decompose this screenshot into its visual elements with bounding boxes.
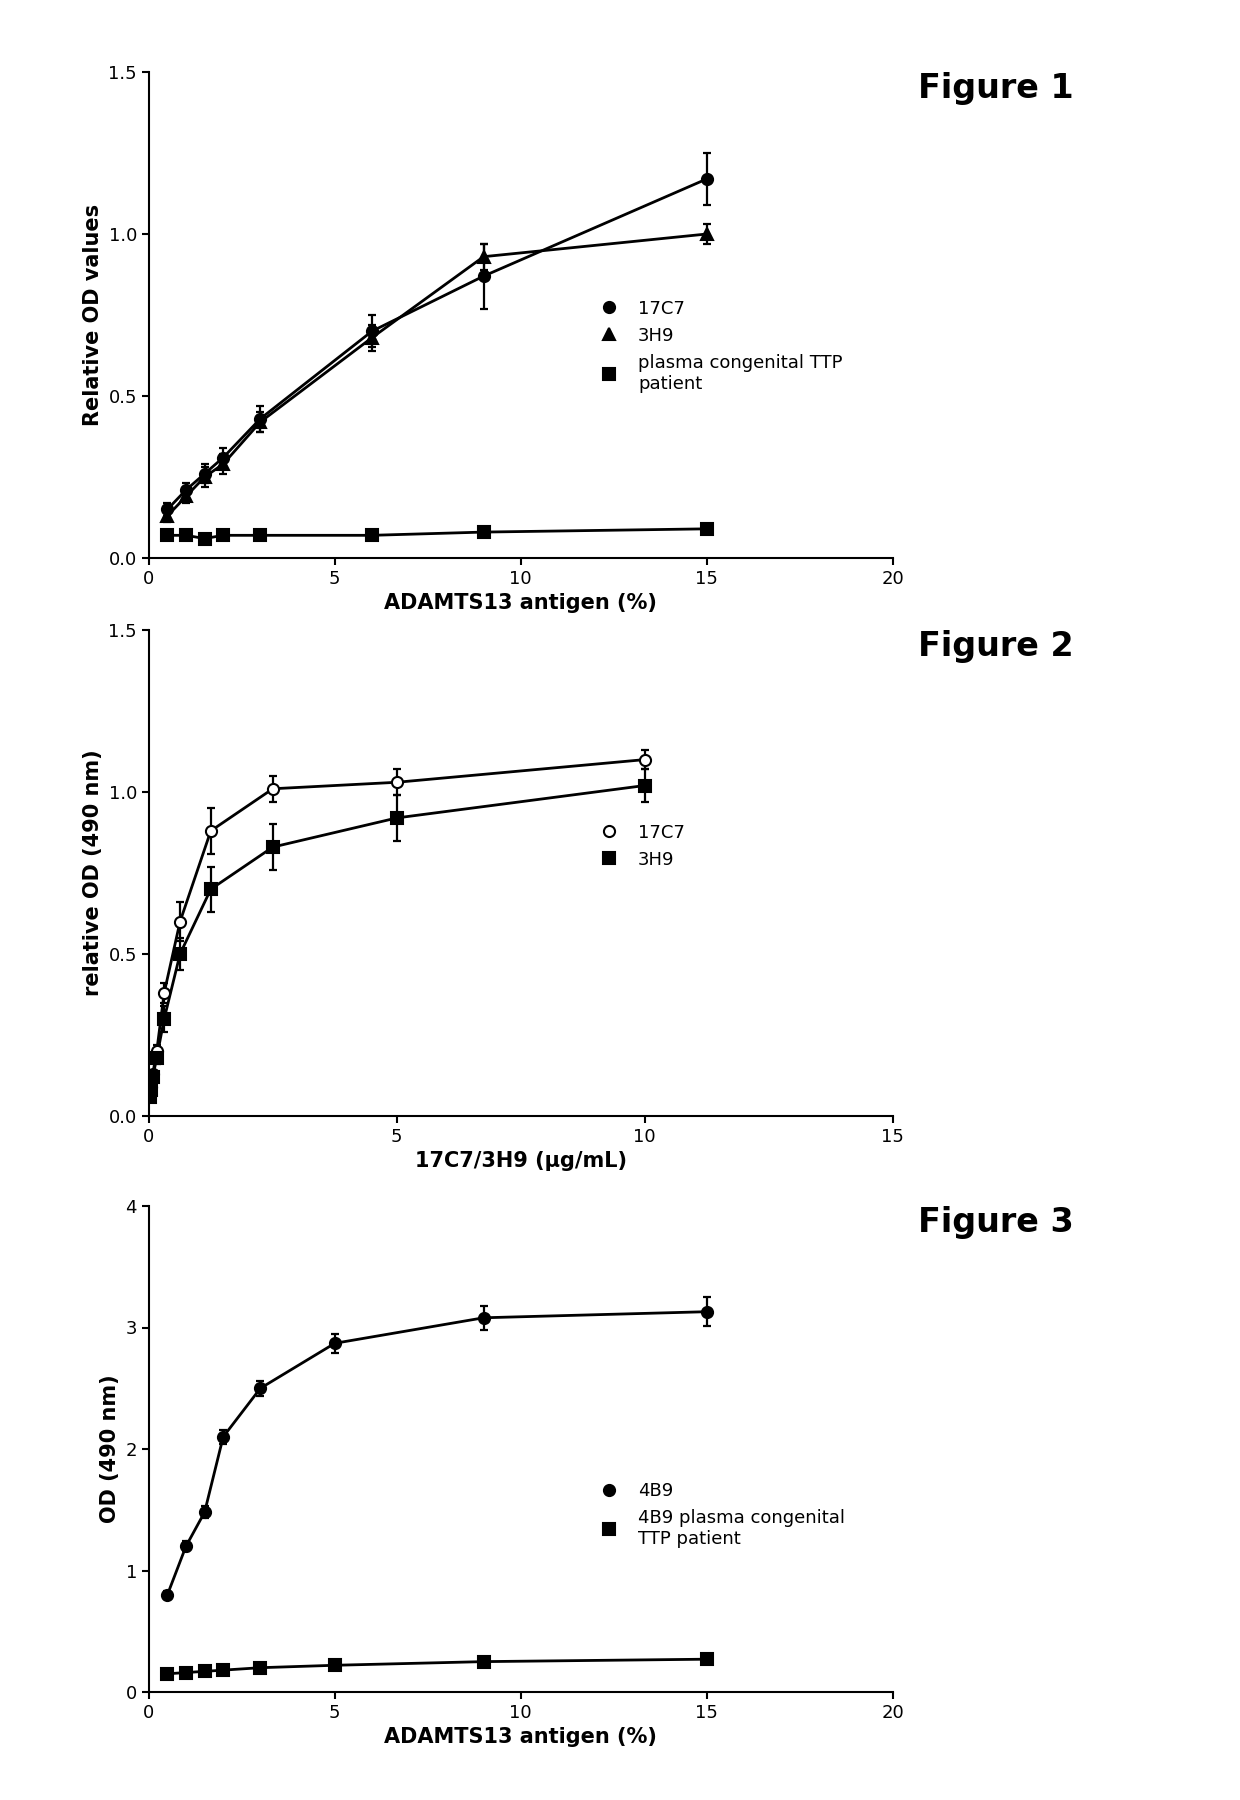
- Line: 17C7: 17C7: [144, 754, 650, 1098]
- 4B9 plasma congenital
TTP patient: [160, 1663, 175, 1685]
- 3H9: [145, 1066, 160, 1087]
- 4B9 plasma congenital
TTP patient: [197, 1661, 212, 1683]
- Y-axis label: OD (490 nm): OD (490 nm): [100, 1375, 120, 1523]
- 3H9: [365, 328, 379, 349]
- 4B9 plasma congenital
TTP patient: [179, 1661, 193, 1683]
- 17C7: [265, 778, 280, 799]
- 4B9: [327, 1332, 342, 1354]
- Text: Figure 1: Figure 1: [918, 72, 1074, 104]
- 4B9 plasma congenital
TTP patient: [699, 1649, 714, 1670]
- 4B9: [179, 1535, 193, 1557]
- 4B9: [253, 1377, 268, 1399]
- Y-axis label: relative OD (490 nm): relative OD (490 nm): [83, 749, 103, 997]
- 3H9: [143, 1085, 157, 1107]
- 4B9: [699, 1301, 714, 1323]
- 17C7: [637, 749, 652, 770]
- 17C7: [172, 911, 187, 932]
- 4B9 plasma congenital
TTP patient: [253, 1656, 268, 1678]
- 17C7: [365, 320, 379, 342]
- 17C7: [699, 167, 714, 189]
- 17C7: [149, 1040, 164, 1062]
- Text: Figure 3: Figure 3: [918, 1206, 1074, 1238]
- 3H9: [197, 466, 212, 488]
- Line: 17C7: 17C7: [162, 173, 712, 515]
- 17C7: [160, 499, 175, 520]
- 17C7: [179, 479, 193, 500]
- Line: 4B9 plasma congenital
TTP patient: 4B9 plasma congenital TTP patient: [162, 1654, 712, 1679]
- Line: 3H9: 3H9: [144, 779, 650, 1102]
- 4B9: [216, 1426, 231, 1447]
- 17C7: [156, 983, 171, 1004]
- 3H9: [160, 506, 175, 527]
- 17C7: [197, 463, 212, 484]
- plasma congenital TTP
patient: [179, 524, 193, 545]
- plasma congenital TTP
patient: [216, 524, 231, 545]
- 3H9: [156, 1008, 171, 1030]
- 3H9: [216, 454, 231, 475]
- 17C7: [144, 1076, 159, 1098]
- Legend: 17C7, 3H9: 17C7, 3H9: [589, 824, 684, 869]
- plasma congenital TTP
patient: [253, 524, 268, 545]
- plasma congenital TTP
patient: [160, 524, 175, 545]
- Line: 3H9: 3H9: [162, 229, 712, 522]
- Line: 4B9: 4B9: [162, 1307, 712, 1600]
- 3H9: [253, 410, 268, 432]
- Legend: 4B9, 4B9 plasma congenital
TTP patient: 4B9, 4B9 plasma congenital TTP patient: [589, 1483, 846, 1548]
- 3H9: [637, 774, 652, 796]
- 3H9: [389, 806, 404, 828]
- 4B9: [160, 1584, 175, 1606]
- 3H9: [203, 878, 218, 900]
- 17C7: [253, 409, 268, 430]
- 17C7: [143, 1082, 157, 1103]
- Y-axis label: Relative OD values: Relative OD values: [83, 203, 103, 427]
- X-axis label: ADAMTS13 antigen (%): ADAMTS13 antigen (%): [384, 594, 657, 614]
- plasma congenital TTP
patient: [699, 518, 714, 540]
- 4B9: [476, 1307, 491, 1328]
- Text: Figure 2: Figure 2: [918, 630, 1074, 662]
- 17C7: [203, 821, 218, 842]
- 17C7: [216, 446, 231, 468]
- 4B9 plasma congenital
TTP patient: [216, 1660, 231, 1681]
- plasma congenital TTP
patient: [365, 524, 379, 545]
- 4B9 plasma congenital
TTP patient: [327, 1654, 342, 1676]
- plasma congenital TTP
patient: [197, 527, 212, 549]
- 4B9: [197, 1501, 212, 1523]
- 3H9: [476, 247, 491, 268]
- 3H9: [179, 486, 193, 508]
- 4B9 plasma congenital
TTP patient: [476, 1651, 491, 1672]
- 17C7: [476, 265, 491, 286]
- 17C7: [389, 772, 404, 794]
- 3H9: [149, 1048, 164, 1069]
- 3H9: [172, 943, 187, 965]
- 3H9: [144, 1080, 159, 1102]
- 3H9: [699, 223, 714, 245]
- X-axis label: ADAMTS13 antigen (%): ADAMTS13 antigen (%): [384, 1728, 657, 1748]
- 3H9: [265, 837, 280, 859]
- 17C7: [145, 1064, 160, 1085]
- Line: plasma congenital TTP
patient: plasma congenital TTP patient: [162, 524, 712, 544]
- plasma congenital TTP
patient: [476, 522, 491, 544]
- Legend: 17C7, 3H9, plasma congenital TTP
patient: 17C7, 3H9, plasma congenital TTP patient: [589, 301, 843, 392]
- X-axis label: 17C7/3H9 (μg/mL): 17C7/3H9 (μg/mL): [415, 1152, 626, 1172]
